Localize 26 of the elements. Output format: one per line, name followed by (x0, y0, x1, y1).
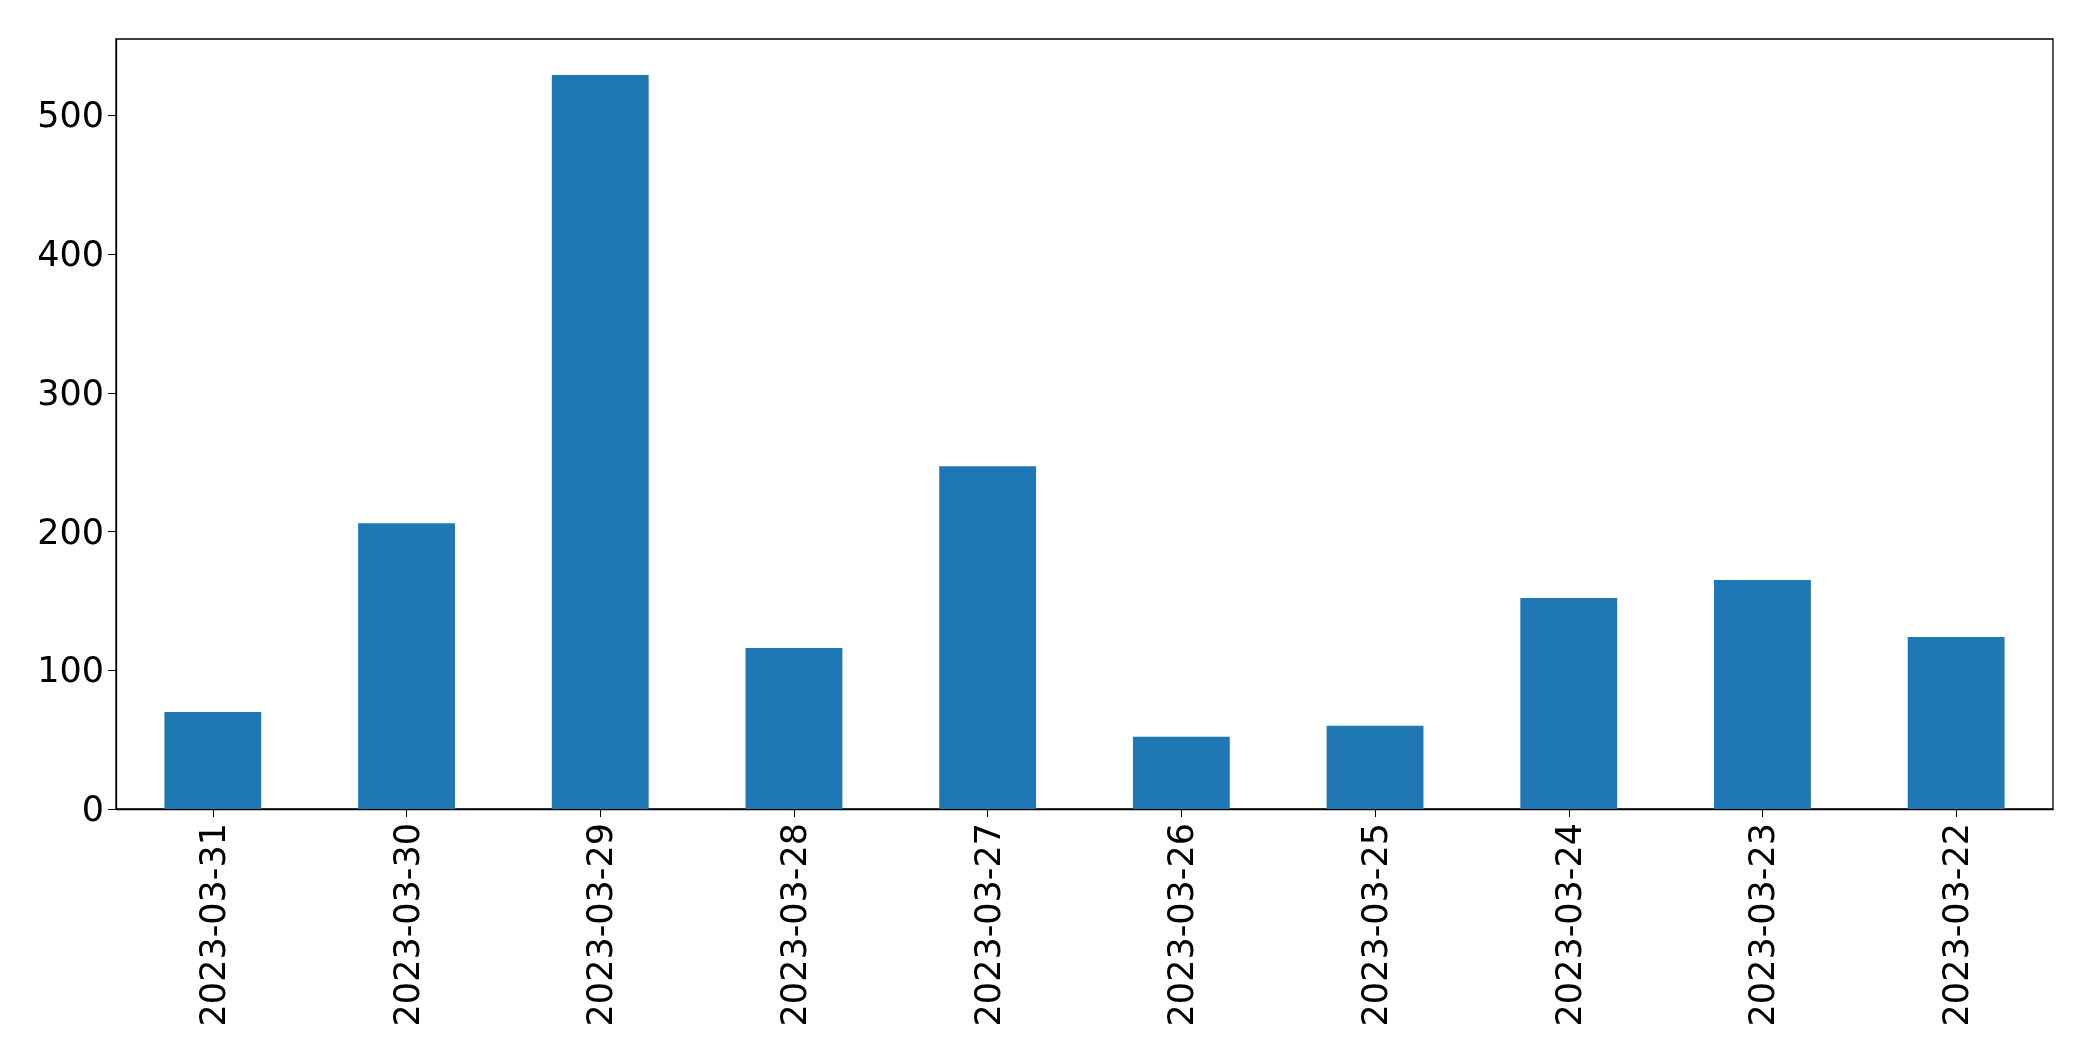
y-tick-label: 300 (37, 372, 104, 413)
x-tick-label: 2023-03-25 (1355, 823, 1396, 1027)
y-tick-label: 0 (81, 789, 104, 829)
x-tick-label: 2023-03-31 (192, 823, 233, 1027)
y-tick-label: 100 (37, 650, 104, 691)
bar (551, 75, 649, 809)
x-tick-label: 2023-03-22 (1936, 823, 1977, 1027)
x-tick-label: 2023-03-30 (386, 823, 427, 1027)
y-tick-label: 200 (37, 511, 104, 552)
x-tick-label: 2023-03-24 (1548, 823, 1589, 1027)
x-tick-label: 2023-03-29 (580, 823, 621, 1027)
bar (1714, 580, 1811, 809)
bar (1132, 736, 1230, 809)
x-tick-label: 2023-03-26 (1161, 823, 1202, 1027)
x-tick-label: 2023-03-28 (773, 823, 814, 1027)
bar (1520, 598, 1618, 809)
bar (1326, 725, 1424, 809)
bar (1907, 636, 2005, 809)
y-tick-label: 400 (37, 234, 104, 275)
y-tick-label: 500 (37, 95, 104, 136)
x-tick-label: 2023-03-23 (1742, 823, 1783, 1027)
bar (939, 466, 1037, 809)
bar (745, 648, 843, 809)
bar (358, 523, 455, 809)
x-tick-label: 2023-03-27 (967, 823, 1008, 1027)
bar (164, 711, 262, 809)
